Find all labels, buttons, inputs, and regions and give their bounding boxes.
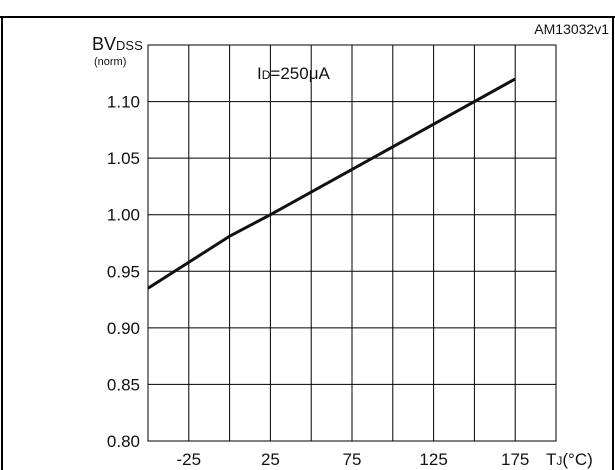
y-tick-label: 0.95: [107, 262, 140, 281]
y-tick-label: 0.85: [107, 375, 140, 394]
annotation-rest: =250μA: [270, 64, 330, 83]
tick-labels: 0.80 0.85 0.90 0.95 1.00 1.05 1.10 -25 25 75 125 17…: [107, 93, 529, 469]
plot-area: [147, 44, 557, 442]
y-tick-label: 1.00: [107, 206, 140, 225]
x-axis-title: TJ(°C): [546, 450, 593, 469]
annotation-subscript: D: [262, 68, 271, 82]
x-tick-label: 125: [419, 450, 447, 469]
x-axis-title-main: T: [546, 450, 556, 469]
y-tick-label: 0.80: [107, 432, 140, 451]
annotation-main: I: [257, 64, 262, 83]
y-axis-title-main: BV: [92, 34, 116, 54]
y-tick-label: 0.90: [107, 319, 140, 338]
x-tick-label: 75: [343, 450, 362, 469]
x-tick-label: -25: [177, 450, 202, 469]
x-axis-title-unit: (°C): [562, 450, 592, 469]
y-axis-title-subscript: DSS: [116, 38, 143, 53]
x-tick-label: 25: [261, 450, 280, 469]
y-axis-title-note: (norm): [94, 56, 126, 68]
x-axis-title-subscript: J: [556, 454, 562, 468]
y-tick-label: 1.10: [107, 93, 140, 112]
y-axis-title: BVDSS: [92, 34, 143, 54]
figure-id-label: AM13032v1: [534, 21, 609, 37]
x-tick-label: 175: [501, 450, 529, 469]
series-layer: [147, 77, 516, 290]
test-condition-annotation: ID=250μA: [257, 64, 330, 83]
series-line: [147, 77, 516, 290]
grid: [148, 45, 556, 441]
y-tick-label: 1.05: [107, 149, 140, 168]
